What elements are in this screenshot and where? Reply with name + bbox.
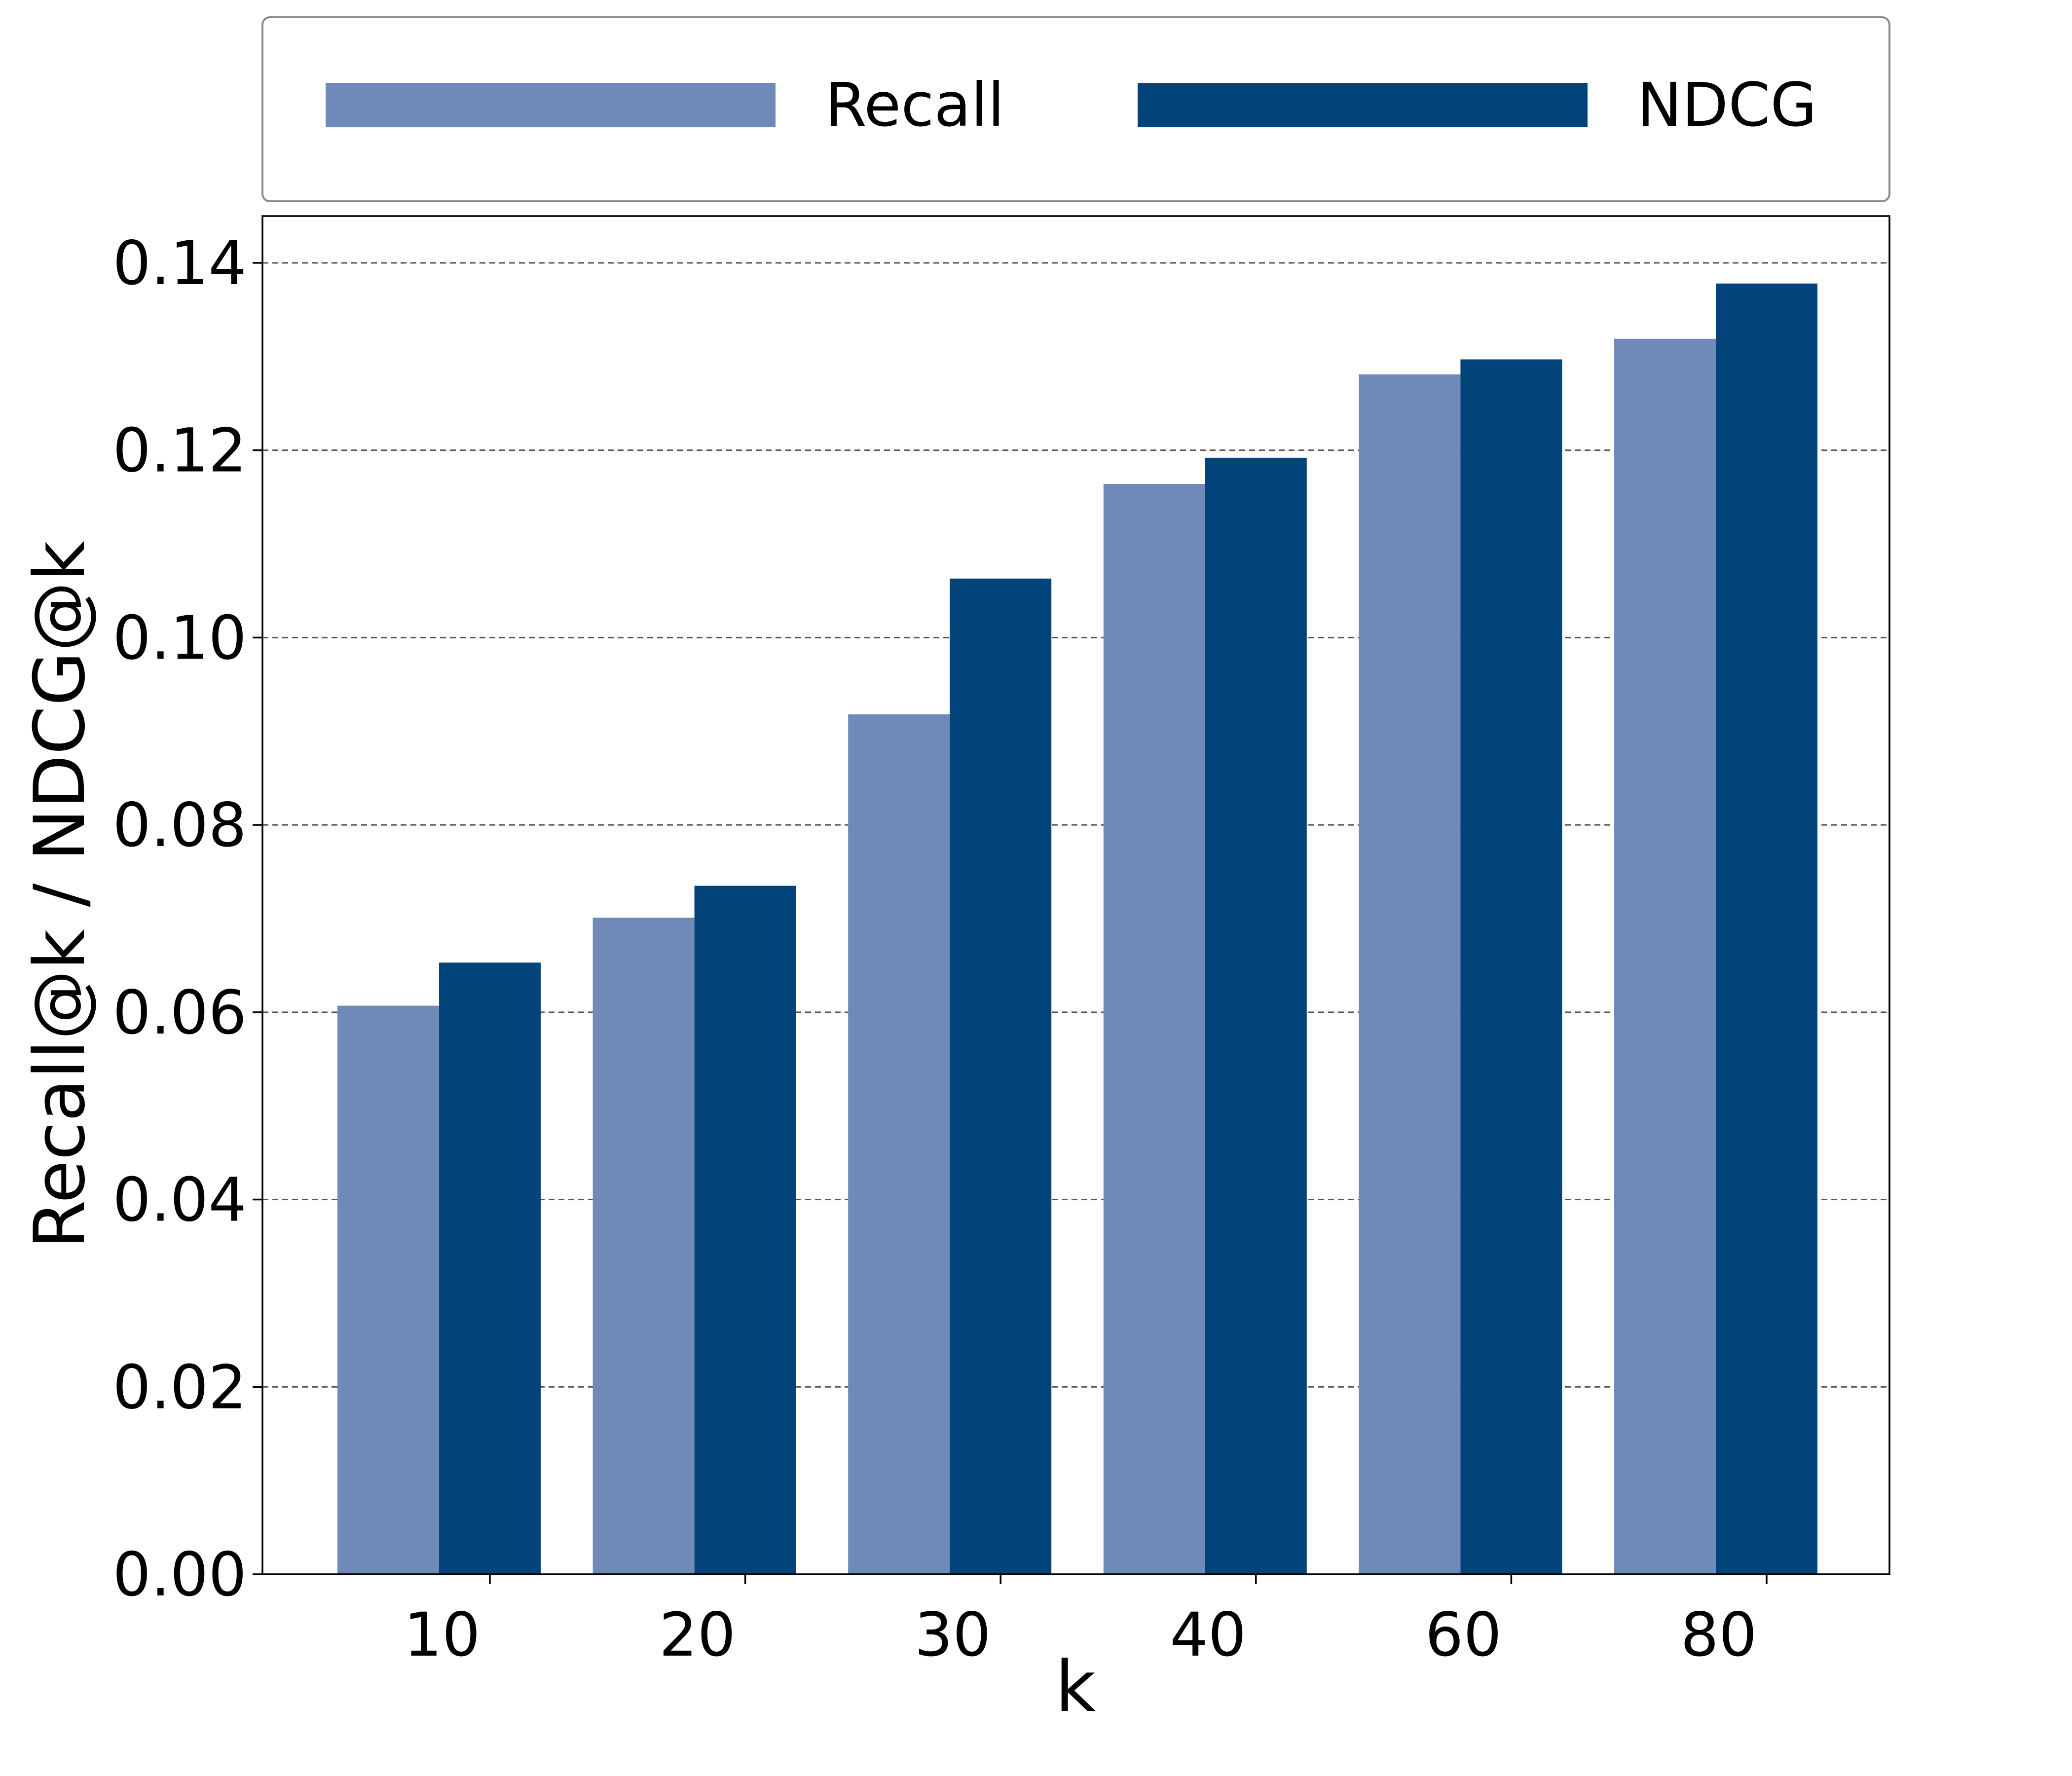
bar-recall-30: [848, 714, 950, 1574]
bar-recall-80: [1614, 338, 1716, 1575]
bars: [337, 283, 1817, 1575]
x-tick-label: 40: [1170, 1600, 1246, 1670]
legend-label-recall: Recall: [825, 70, 1004, 140]
x-axis-label: k: [1055, 1646, 1096, 1728]
bar-recall-20: [592, 918, 695, 1574]
y-tick-label: 0.02: [112, 1352, 247, 1422]
x-tick-label: 10: [404, 1600, 480, 1670]
bar-ndcg-60: [1460, 359, 1562, 1574]
x-tick-label: 20: [659, 1600, 736, 1670]
y-tick-label: 0.10: [112, 603, 247, 673]
legend-frame: [261, 16, 1890, 202]
y-tick-label: 0.04: [112, 1165, 247, 1235]
y-axis-ticks: 0.00 0.02 0.04 0.06 0.08 0.10 0.12 0.14: [112, 228, 262, 1610]
y-tick-label: 0.12: [112, 416, 247, 486]
x-tick-label: 80: [1680, 1600, 1757, 1670]
y-tick-label: 0.14: [112, 228, 247, 298]
y-axis-label: Recall@k / NDCG@k: [19, 541, 101, 1249]
y-tick-label: 0.06: [112, 978, 247, 1048]
bar-ndcg-20: [694, 886, 796, 1574]
bar-ndcg-80: [1716, 283, 1817, 1574]
bar-ndcg-10: [439, 962, 541, 1574]
bar-ndcg-30: [950, 578, 1052, 1574]
legend-label-ndcg: NDCG: [1637, 70, 1817, 140]
plot-area: 0.00 0.02 0.04 0.06 0.08 0.10 0.12 0.14 10 20 30 4…: [112, 215, 1890, 1670]
bar-recall-10: [337, 1005, 439, 1574]
x-tick-label: 60: [1425, 1600, 1502, 1670]
legend-swatch-recall: [326, 83, 776, 127]
bar-recall-60: [1359, 374, 1461, 1574]
bar-recall-40: [1103, 484, 1205, 1575]
x-tick-label: 30: [915, 1600, 991, 1670]
y-tick-label: 0.00: [112, 1540, 247, 1610]
legend: Recall NDCG: [261, 16, 1890, 202]
x-axis-ticks: 10 20 30 40 60 80: [404, 1574, 1768, 1670]
bar-ndcg-40: [1205, 457, 1307, 1574]
plot-frame: [261, 215, 1890, 1575]
y-tick-label: 0.08: [112, 790, 247, 860]
legend-swatch-ndcg: [1138, 83, 1588, 127]
